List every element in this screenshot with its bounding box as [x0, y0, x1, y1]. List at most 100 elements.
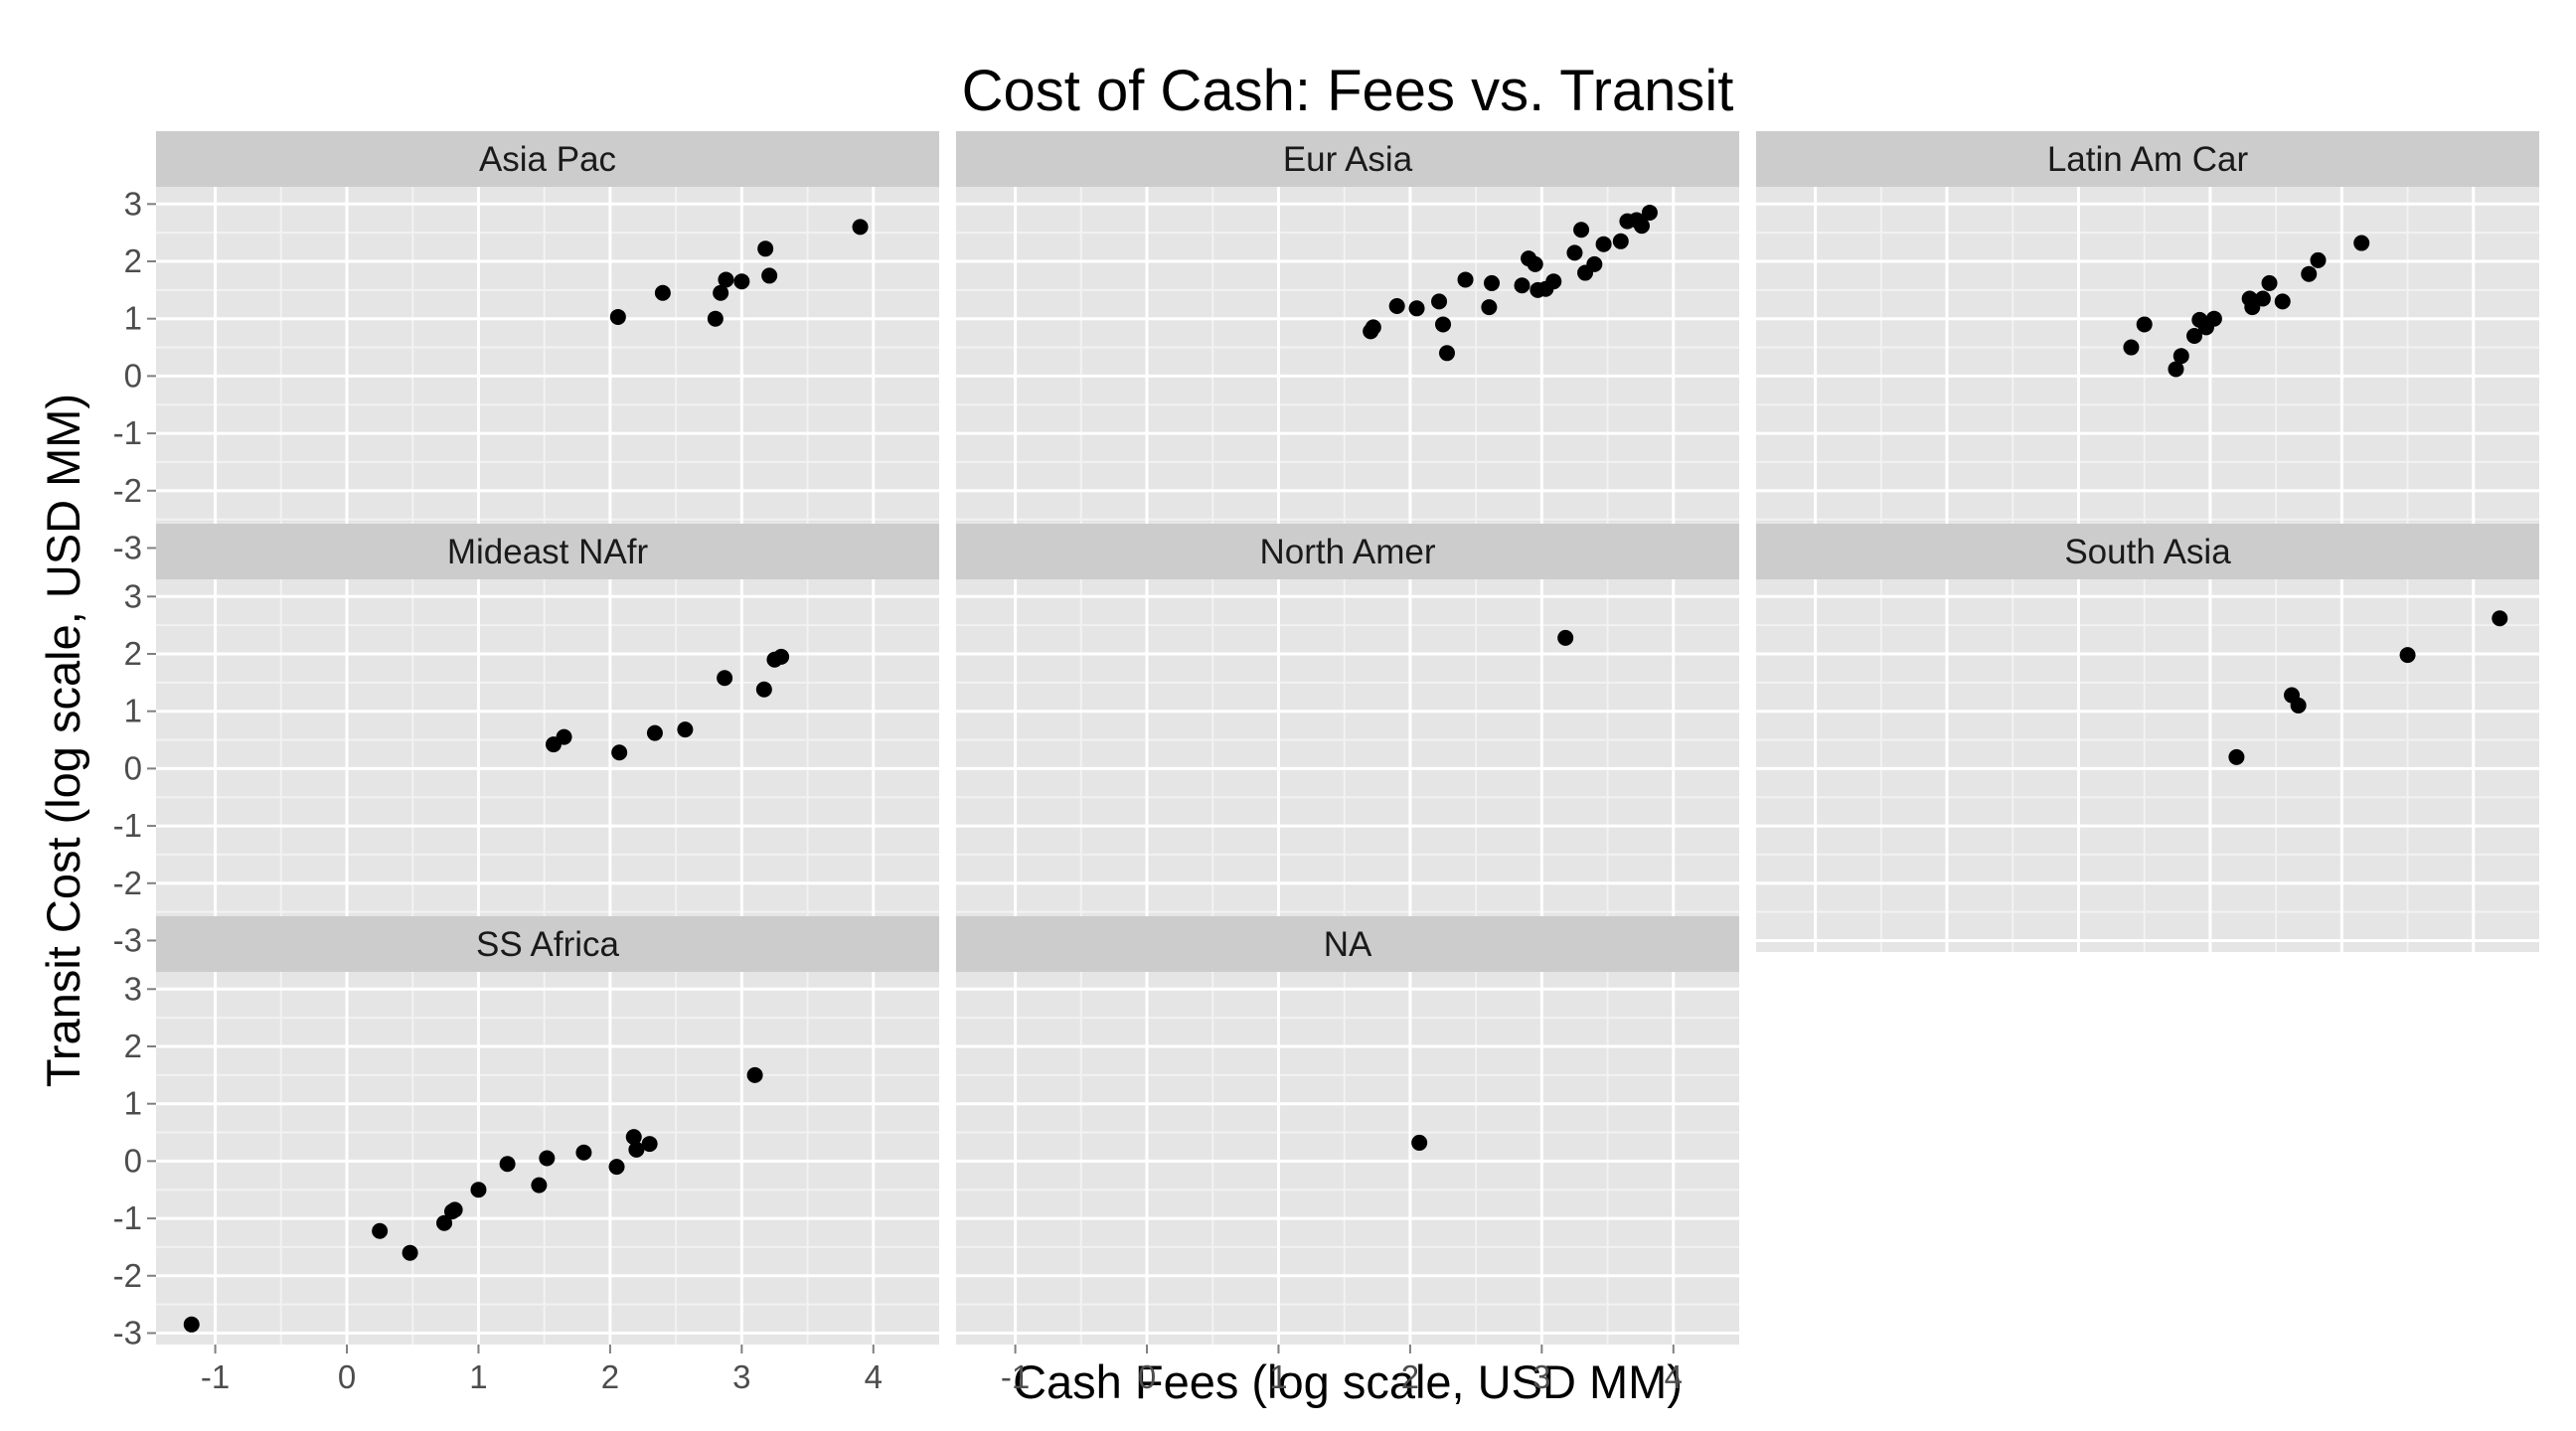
- y-tick-label: 2: [124, 242, 142, 279]
- data-point: [2399, 647, 2416, 664]
- facet-south-asia: South Asia: [1756, 524, 2539, 952]
- facet-strip-label: Latin Am Car: [2047, 140, 2249, 179]
- facet-eur-asia: Eur Asia: [956, 131, 1739, 559]
- x-tick-label: 1: [1269, 1358, 1287, 1395]
- facet-strip-label: Asia Pac: [479, 140, 616, 179]
- data-point: [677, 721, 694, 738]
- facet-strip: [1756, 524, 2539, 579]
- data-point: [1612, 233, 1629, 249]
- y-axis-title: Transit Cost (log scale, USD MM): [37, 394, 89, 1087]
- data-point: [646, 724, 663, 741]
- data-point: [713, 284, 729, 301]
- x-tick-label: 2: [1401, 1358, 1419, 1395]
- data-point: [641, 1136, 658, 1153]
- data-point: [761, 267, 778, 284]
- data-point: [609, 308, 626, 325]
- data-point: [372, 1222, 389, 1239]
- data-point: [773, 648, 790, 665]
- facet-strip: [956, 131, 1739, 187]
- data-point: [1457, 271, 1474, 288]
- facet-strip: [956, 916, 1739, 972]
- data-point: [757, 240, 774, 257]
- y-tick-label: -2: [113, 1257, 142, 1294]
- data-point: [1514, 277, 1530, 294]
- facet-strip: [1756, 131, 2539, 187]
- panel-background: [1756, 187, 2539, 559]
- data-point: [1431, 293, 1448, 310]
- panel-background: [156, 187, 939, 559]
- facet-panels: Asia Pac -3 -2 -1 0 1 2 3 Eur Asia Latin Am Car Mi…: [113, 131, 2539, 1395]
- facet-asia-pac: Asia Pac -3 -2 -1 0 1 2 3: [113, 131, 939, 565]
- data-point: [2290, 697, 2307, 714]
- data-point: [2123, 339, 2140, 356]
- data-point: [575, 1144, 592, 1161]
- y-tick-label: -1: [113, 807, 142, 844]
- x-tick-label: 4: [1665, 1358, 1683, 1395]
- data-point: [446, 1201, 463, 1218]
- data-point: [1595, 236, 1612, 252]
- panel-background: [1756, 579, 2539, 952]
- data-point: [1481, 299, 1498, 316]
- y-tick-label: -3: [113, 921, 142, 958]
- data-point: [654, 284, 671, 301]
- y-tick-label: 3: [124, 185, 142, 222]
- data-point: [2136, 316, 2153, 333]
- facet-strip-label: South Asia: [2064, 533, 2231, 571]
- x-tick-label: 0: [1138, 1358, 1156, 1395]
- facet-strip-label: North Amer: [1260, 533, 1436, 571]
- data-point: [531, 1177, 548, 1193]
- data-point: [611, 744, 628, 761]
- data-point: [1573, 222, 1590, 238]
- facet-strip-label: Mideast NAfr: [447, 533, 649, 571]
- y-tick-label: -1: [113, 1199, 142, 1236]
- y-tick-label: 2: [124, 1028, 142, 1064]
- data-point: [2244, 299, 2261, 316]
- x-axis-title: Cash Fees (log scale, USD MM): [1013, 1355, 1683, 1408]
- data-point: [2310, 251, 2327, 268]
- y-tick-label: -3: [113, 1314, 142, 1351]
- data-point: [852, 219, 869, 236]
- data-point: [1586, 255, 1603, 272]
- data-point: [2168, 361, 2184, 378]
- panel-background: [156, 579, 939, 952]
- x-tick-label: 2: [601, 1358, 619, 1395]
- x-tick-label: 1: [469, 1358, 487, 1395]
- y-tick-label: 1: [124, 1085, 142, 1122]
- y-tick-label: -3: [113, 529, 142, 565]
- data-point: [608, 1159, 625, 1176]
- facet-north-amer: North Amer: [956, 524, 1739, 952]
- data-point: [1411, 1134, 1428, 1151]
- x-tick-label: 3: [732, 1358, 750, 1395]
- data-point: [1641, 204, 1658, 221]
- x-tick-label: -1: [201, 1358, 230, 1395]
- facet-mideast-nafr: Mideast NAfr -3 -2 -1 0 1 2 3: [113, 524, 939, 958]
- x-tick-label: -1: [1001, 1358, 1030, 1395]
- data-point: [733, 273, 750, 290]
- data-point: [1484, 274, 1501, 291]
- data-point: [625, 1129, 642, 1146]
- facet-latin-am-car: Latin Am Car: [1756, 131, 2539, 559]
- data-point: [1633, 218, 1650, 235]
- y-tick-label: -2: [113, 865, 142, 901]
- data-point: [718, 271, 734, 288]
- data-point: [1435, 316, 1452, 333]
- facet-strip: [956, 524, 1739, 579]
- data-point: [1557, 629, 1574, 646]
- y-tick-label: 3: [124, 970, 142, 1007]
- facet-strip: [156, 131, 939, 187]
- y-tick-label: 1: [124, 693, 142, 729]
- x-tick-label: 0: [338, 1358, 356, 1395]
- data-point: [2301, 265, 2318, 282]
- facet-strip: [156, 524, 939, 579]
- y-tick-label: 0: [124, 1142, 142, 1179]
- chart-title: Cost of Cash: Fees vs. Transit: [962, 59, 1734, 123]
- y-tick-label: 3: [124, 577, 142, 614]
- y-tick-label: 0: [124, 749, 142, 786]
- y-tick-label: -1: [113, 414, 142, 451]
- data-point: [2228, 748, 2245, 765]
- panel-background: [956, 579, 1739, 952]
- data-point: [183, 1316, 200, 1333]
- data-point: [2492, 610, 2508, 627]
- data-point: [1408, 300, 1425, 317]
- facet-na: NA -1 0 1 2 3 4: [956, 916, 1739, 1395]
